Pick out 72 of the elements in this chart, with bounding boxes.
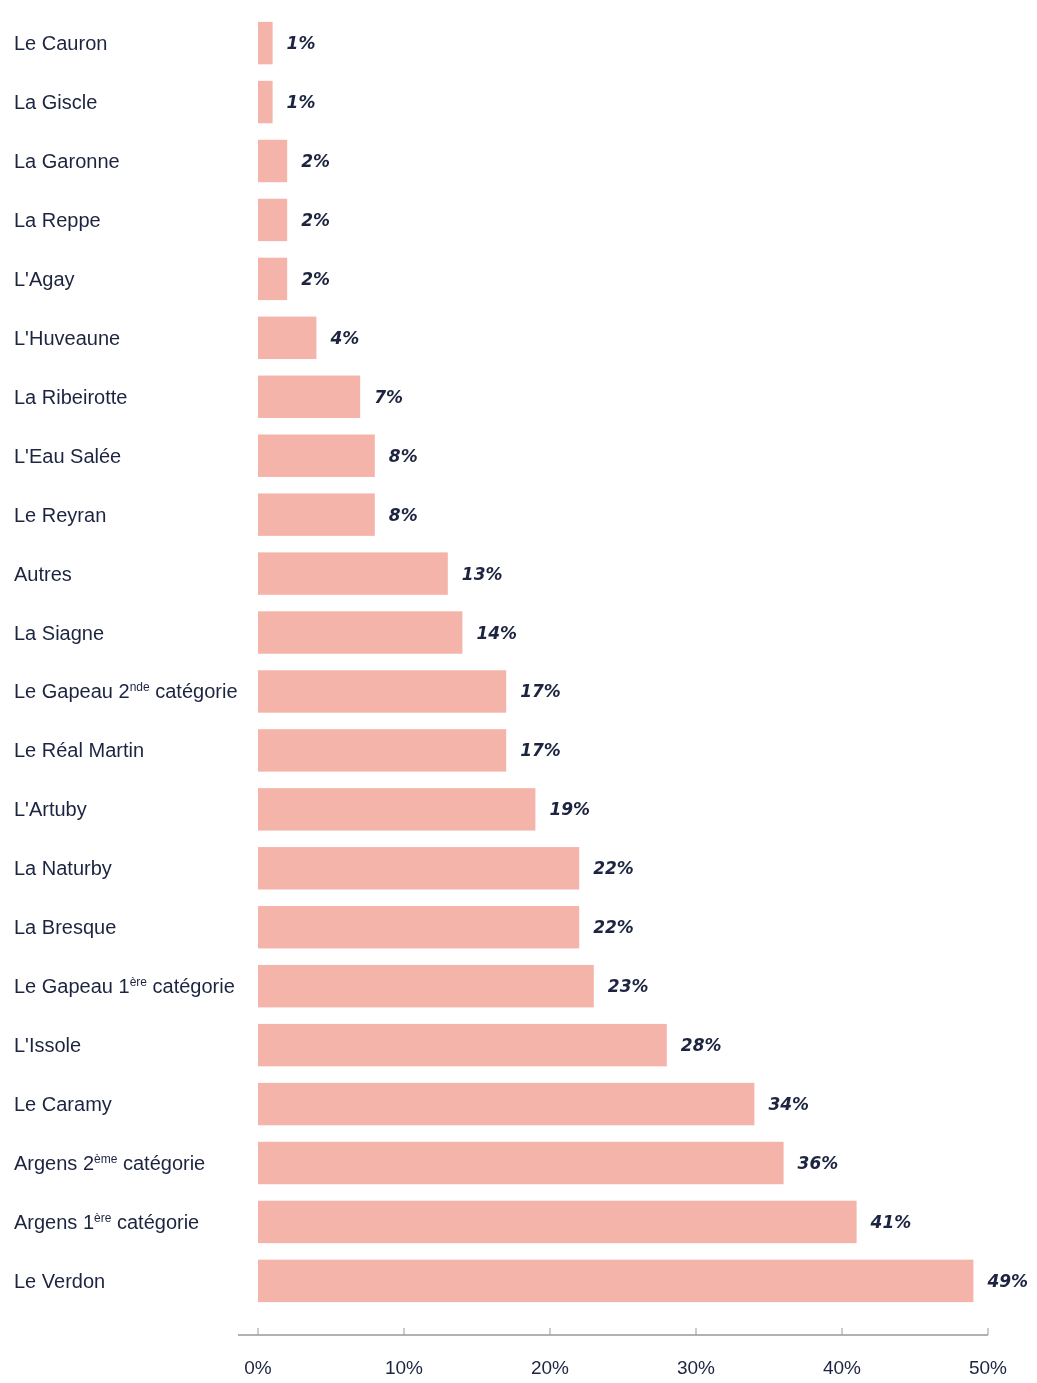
- data-label: 1%: [286, 33, 316, 54]
- y-tick-label: La Bresque: [14, 916, 117, 939]
- data-label: 41%: [869, 1211, 912, 1232]
- y-tick-label: Le Reyran: [14, 503, 107, 526]
- bar: [258, 375, 361, 418]
- y-tick-label: La Giscle: [14, 91, 98, 114]
- y-tick-label: Argens 1$^{ère}$ catégorie: [14, 1210, 200, 1233]
- bar: [258, 80, 273, 124]
- bar: [258, 316, 317, 360]
- data-label: 36%: [797, 1153, 839, 1173]
- data-label: 28%: [680, 1035, 722, 1056]
- bar: [258, 729, 507, 772]
- x-tick-label: 20%: [530, 1357, 570, 1378]
- bar: [258, 847, 580, 890]
- data-label: 1%: [286, 92, 316, 113]
- data-label: 19%: [549, 799, 591, 820]
- bar: [258, 21, 273, 65]
- data-label: 34%: [768, 1094, 810, 1115]
- y-tick-label: L'Agay: [14, 267, 75, 290]
- bar: [258, 139, 288, 183]
- bar: [258, 1259, 974, 1303]
- y-tick-label: La Naturby: [14, 857, 112, 880]
- bar: [258, 670, 507, 713]
- y-tick-label: La Reppe: [14, 208, 101, 231]
- bar: [258, 434, 375, 477]
- bar: [258, 257, 288, 301]
- data-label: 7%: [374, 386, 404, 407]
- y-tick-label: Le Réal Martin: [14, 739, 145, 762]
- y-tick-label: L'Eau Salée: [14, 444, 122, 467]
- y-tick-label: Le Gapeau 2$^{nde}$ catégorie: [14, 680, 238, 703]
- y-tick-label: L'Artuby: [14, 798, 87, 821]
- data-label: 49%: [986, 1270, 1029, 1291]
- bar: [258, 906, 580, 949]
- data-label: 22%: [593, 917, 634, 938]
- y-tick-label: Le Gapeau 1$^{ère}$ catégorie: [14, 975, 235, 998]
- bar: [258, 1141, 784, 1185]
- data-label: 2%: [301, 209, 331, 230]
- data-label: 17%: [520, 681, 561, 702]
- bar: [258, 198, 288, 242]
- y-tick-label: Le Cauron: [14, 32, 108, 55]
- bar: [258, 964, 594, 1008]
- bar: [258, 552, 448, 595]
- bar: [258, 788, 536, 831]
- bar: [258, 1200, 857, 1244]
- y-tick-label: L'Huveaune: [14, 326, 121, 349]
- data-label: 22%: [593, 858, 634, 879]
- x-tick-label: 10%: [384, 1357, 424, 1378]
- bar: [258, 1082, 755, 1126]
- bar: [258, 611, 463, 654]
- y-tick-label: La Siagne: [14, 621, 105, 644]
- data-label: 23%: [607, 976, 649, 997]
- x-tick-label: 30%: [676, 1357, 716, 1378]
- x-tick-label: 50%: [968, 1357, 1008, 1378]
- bar: [258, 1023, 667, 1067]
- data-label: 8%: [388, 445, 418, 466]
- y-tick-label: Argens 2$^{ème}$ catégorie: [14, 1152, 206, 1174]
- y-tick-label: Autres: [14, 562, 72, 585]
- y-tick-label: La Garonne: [14, 150, 120, 172]
- x-tick-label: 40%: [822, 1357, 862, 1378]
- data-label: 2%: [301, 151, 331, 171]
- y-tick-label: La Ribeirotte: [14, 385, 128, 408]
- data-label: 14%: [476, 622, 518, 643]
- data-label: 13%: [461, 563, 503, 584]
- y-tick-label: Le Caramy: [14, 1093, 112, 1116]
- data-label: 4%: [329, 327, 360, 348]
- data-label: 17%: [520, 740, 561, 761]
- y-tick-label: Le Verdon: [14, 1269, 106, 1292]
- bar: [258, 493, 375, 536]
- data-label: 2%: [301, 268, 331, 289]
- data-label: 8%: [388, 504, 418, 525]
- x-tick-label: 0%: [244, 1357, 272, 1378]
- y-tick-label: L'Issole: [14, 1034, 82, 1057]
